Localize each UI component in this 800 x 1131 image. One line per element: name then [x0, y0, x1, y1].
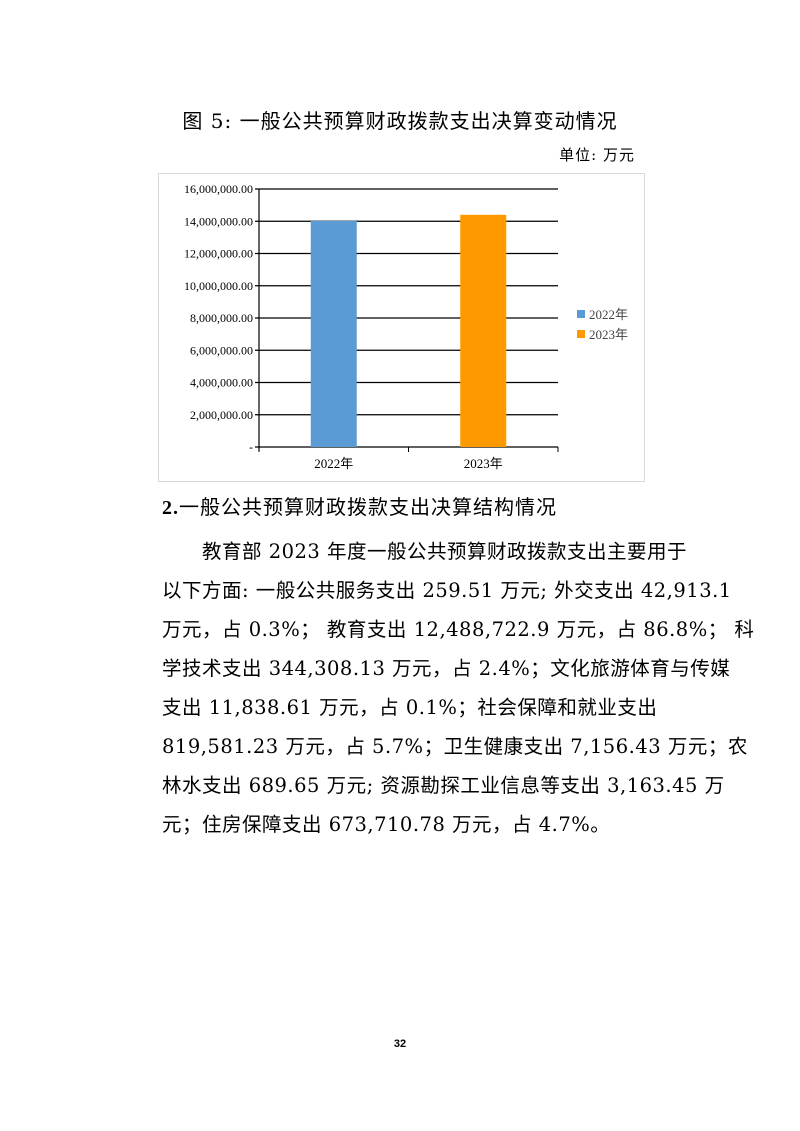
- y-tick-label: 4,000,000.00: [190, 376, 253, 390]
- y-tick-label: 2,000,000.00: [190, 408, 253, 422]
- y-tick-label: 6,000,000.00: [190, 343, 253, 357]
- y-tick-label: -: [249, 440, 253, 454]
- y-tick-label: 14,000,000.00: [184, 214, 253, 228]
- bar-2023年: [460, 214, 507, 447]
- paragraph-line: 万元，占 0.3%； 教育支出 12,488,722.9 万元，占 86.8%；…: [162, 618, 755, 641]
- legend-label: 2022年: [589, 307, 628, 322]
- y-tick-label: 12,000,000.00: [184, 247, 253, 261]
- bar-2022年: [310, 220, 357, 447]
- unit-label: 单位: 万元: [559, 146, 635, 164]
- section-heading-text: 一般公共预算财政拨款支出决算结构情况: [179, 495, 557, 519]
- paragraph-line: 元；住房保障支出 673,710.78 万元，占 4.7%。: [162, 813, 611, 836]
- legend-swatch: [577, 310, 585, 318]
- figure-title: 图 5: 一般公共预算财政拨款支出决算变动情况: [182, 109, 618, 133]
- y-tick-label: 10,000,000.00: [184, 279, 253, 293]
- section-heading: 2.一般公共预算财政拨款支出决算结构情况: [162, 491, 557, 520]
- y-tick-label: 16,000,000.00: [184, 182, 253, 196]
- legend-swatch: [577, 330, 585, 338]
- page-number: 32: [393, 1038, 407, 1050]
- y-tick-label: 8,000,000.00: [190, 311, 253, 325]
- x-tick-label: 2023年: [464, 456, 503, 471]
- paragraph-line: 教育部 2023 年度一般公共预算财政拨款支出主要用于: [202, 540, 688, 563]
- paragraph-line: 支出 11,838.61 万元，占 0.1%；社会保障和就业支出: [162, 696, 658, 719]
- paragraph-line: 学技术支出 344,308.13 万元，占 2.4%；文化旅游体育与传媒: [162, 657, 731, 680]
- section-number: 2.: [162, 497, 179, 519]
- x-tick-label: 2022年: [314, 456, 353, 471]
- chart-frame: - 2,000,000.00 4,000,000.00 6,000,000.00 8,0…: [158, 173, 645, 482]
- paragraph-line: 以下方面: 一般公共服务支出 259.51 万元; 外交支出 42,913.1: [162, 579, 732, 602]
- legend-label: 2023年: [589, 327, 628, 342]
- bar-chart: - 2,000,000.00 4,000,000.00 6,000,000.00 8,0…: [184, 182, 628, 471]
- paragraph-line: 819,581.23 万元，占 5.7%；卫生健康支出 7,156.43 万元；…: [162, 735, 748, 758]
- paragraph-line: 林水支出 689.65 万元; 资源勘探工业信息等支出 3,163.45 万: [162, 774, 725, 797]
